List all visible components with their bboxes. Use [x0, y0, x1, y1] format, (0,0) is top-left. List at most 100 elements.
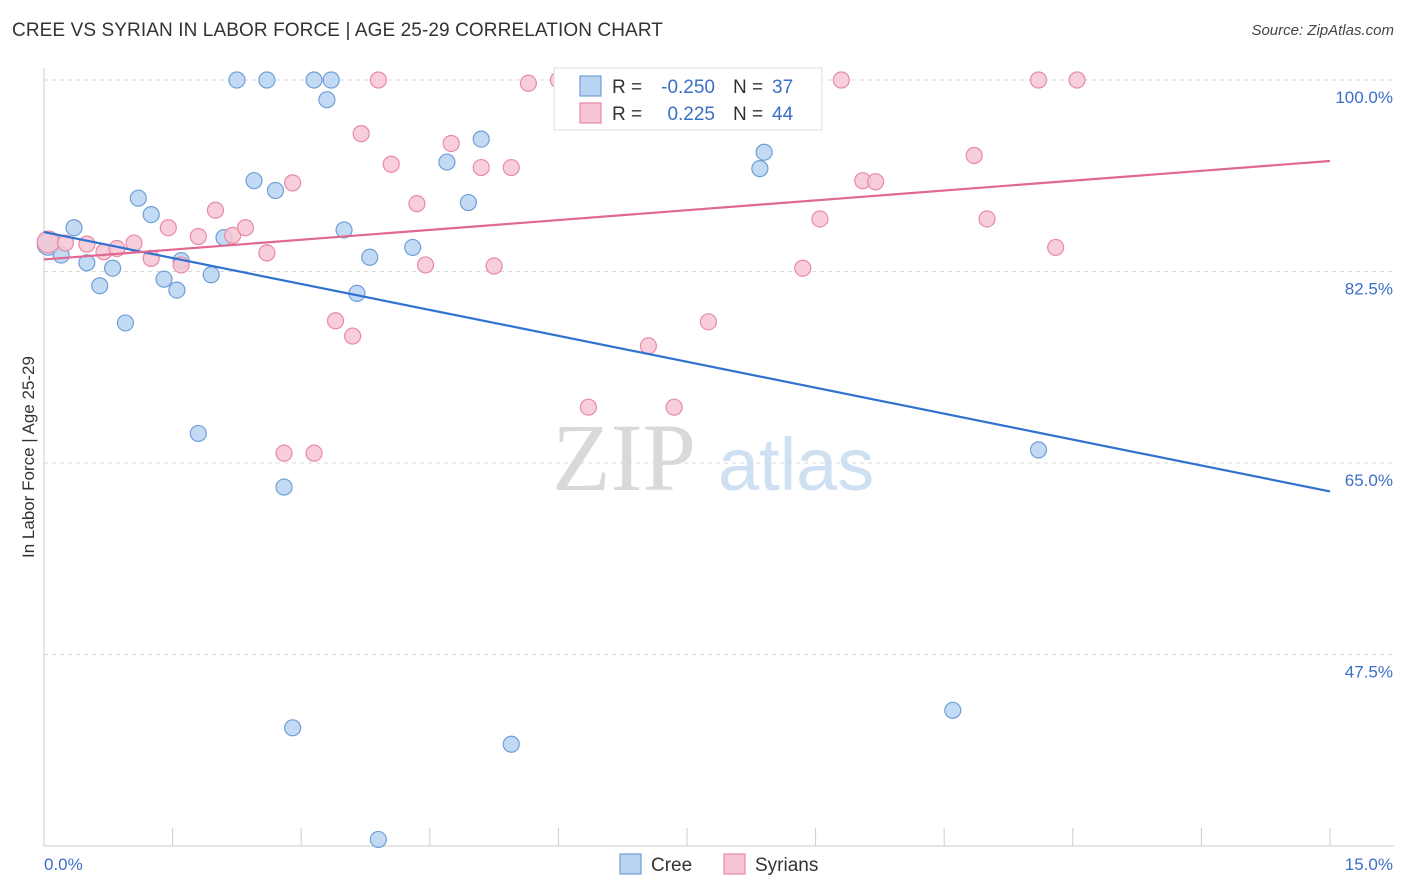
cree-point	[1029, 441, 1048, 459]
syrian-point	[305, 444, 323, 462]
syrian-trend-line	[43, 159, 1331, 261]
cree-point	[944, 701, 962, 719]
cree-point	[142, 205, 160, 224]
syrian-point	[519, 74, 537, 92]
cree-point	[751, 160, 769, 178]
y-tick-label-1: 82.5%	[1345, 280, 1393, 299]
cree-trend-line	[43, 231, 1331, 493]
syrian-point	[485, 257, 503, 275]
syrian-point	[416, 256, 435, 274]
cree-point	[116, 314, 135, 332]
syrian-points	[36, 71, 1086, 462]
cree-point	[129, 189, 147, 207]
cree-point	[168, 281, 186, 299]
syrian-point	[978, 210, 996, 228]
cree-point	[189, 424, 207, 443]
trend-lines	[43, 159, 1331, 493]
syrian-point	[665, 398, 683, 416]
syrian-point	[382, 155, 400, 173]
syrian-point	[502, 158, 520, 177]
cree-point	[404, 238, 422, 257]
cree-point	[472, 130, 490, 148]
cree-point	[155, 270, 173, 288]
syrian-point	[236, 219, 255, 237]
cree-point	[65, 219, 83, 237]
syrian-point	[352, 125, 370, 143]
syrian-point	[326, 312, 345, 330]
syrian-point	[1029, 71, 1048, 89]
syrian-point	[206, 201, 225, 219]
watermark-atlas: atlas	[718, 423, 874, 506]
cree-point	[284, 719, 302, 737]
syrian-point	[965, 146, 983, 165]
cree-point	[459, 193, 477, 212]
cree-point	[322, 71, 340, 89]
syrian-point	[472, 158, 490, 177]
cree-point	[318, 91, 336, 109]
cree-point	[369, 830, 387, 849]
syrian-point	[1047, 238, 1065, 257]
y-axis-title: In Labor Force | Age 25-29	[19, 356, 38, 558]
legend-swatch-syrians	[579, 102, 602, 124]
syrian-point	[794, 259, 812, 277]
cree-point	[91, 277, 109, 295]
legend-cree-r-value: -0.250	[661, 77, 715, 98]
cree-point	[228, 71, 246, 89]
y-tick-label-0: 100.0%	[1335, 88, 1393, 107]
x-tick-label-max: 15.0%	[1345, 855, 1393, 874]
syrian-point	[408, 195, 426, 213]
legend-swatch-cree	[579, 75, 602, 97]
cree-point	[361, 248, 379, 266]
series-legend: Cree Syrians	[619, 853, 818, 876]
bottom-legend-swatch-syrians	[723, 853, 746, 875]
cree-point	[258, 71, 276, 89]
cree-point	[502, 735, 520, 753]
cree-point	[266, 181, 285, 200]
cree-point	[305, 71, 323, 89]
cree-point	[78, 254, 96, 272]
cree-point	[202, 266, 220, 284]
bottom-legend-syrians-label: Syrians	[755, 855, 818, 876]
cree-point	[275, 478, 293, 496]
cree-points	[36, 71, 1048, 849]
cree-point	[103, 259, 122, 277]
cree-point	[245, 172, 263, 190]
cree-point	[335, 221, 353, 239]
syrian-point	[56, 234, 75, 252]
correlation-legend: R = -0.250 N = 37 R = 0.225 N = 44	[553, 67, 823, 131]
syrian-point	[284, 174, 302, 192]
legend-cree-n-value: 37	[772, 77, 793, 98]
syrian-point	[442, 134, 460, 153]
syrian-point	[189, 227, 207, 246]
legend-syrians-r-value: 0.225	[667, 104, 715, 125]
legend-cree-n-label: N =	[733, 77, 763, 98]
syrian-point	[639, 337, 658, 355]
legend-syrians-n-label: N =	[733, 104, 763, 125]
cree-point	[438, 153, 456, 171]
syrian-point	[1068, 71, 1086, 89]
syrian-point	[867, 173, 885, 191]
syrian-point	[811, 210, 829, 228]
syrian-point	[224, 226, 242, 244]
syrian-point	[159, 219, 177, 237]
syrian-point	[579, 398, 598, 416]
x-tick-label-min: 0.0%	[44, 855, 83, 874]
cree-point	[755, 143, 773, 161]
bottom-legend-cree-label: Cree	[651, 855, 692, 876]
source-label: Source: ZipAtlas.com	[1251, 22, 1394, 39]
legend-cree-r-label: R =	[612, 77, 642, 98]
axes	[43, 68, 1394, 847]
y-tick-label-2: 65.0%	[1345, 471, 1393, 490]
syrian-point	[369, 71, 387, 89]
syrian-point	[344, 327, 362, 345]
syrian-point	[832, 71, 850, 89]
syrian-point	[699, 313, 718, 331]
legend-syrians-r-label: R =	[612, 104, 642, 125]
syrian-point	[275, 444, 293, 462]
watermark-zip: ZIP	[552, 404, 696, 511]
legend-syrians-n-value: 44	[772, 104, 794, 125]
syrian-point	[258, 244, 276, 262]
chart-title: CREE VS SYRIAN IN LABOR FORCE | AGE 25-2…	[12, 20, 664, 41]
y-tick-label-3: 47.5%	[1345, 663, 1393, 682]
